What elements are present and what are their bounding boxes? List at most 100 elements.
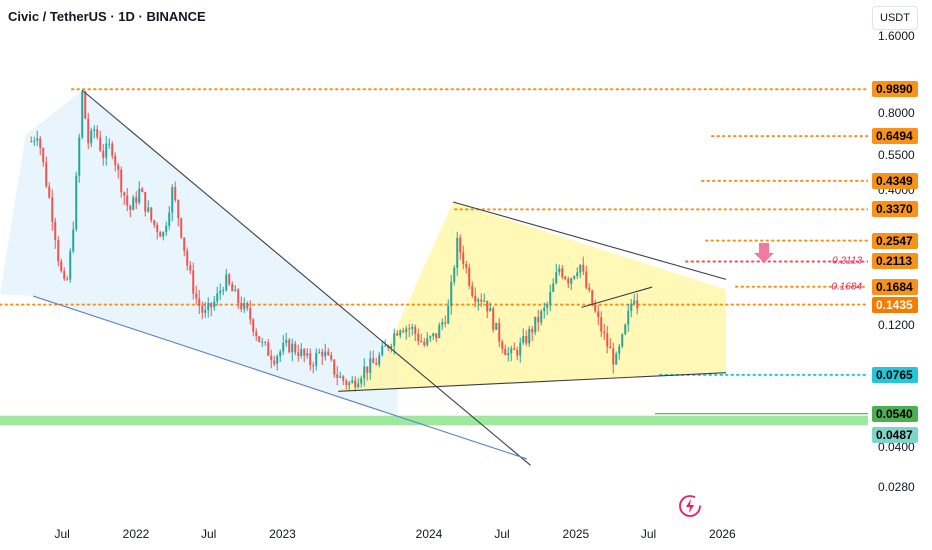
arrow-layer xyxy=(754,243,774,263)
price-tick: 0.5500 xyxy=(878,147,915,162)
candle xyxy=(339,371,342,379)
date-tick: Jul xyxy=(494,527,510,541)
candle xyxy=(609,338,612,349)
candle xyxy=(240,296,243,313)
candle xyxy=(303,348,306,363)
candle xyxy=(48,182,51,199)
candle xyxy=(435,333,438,343)
candle xyxy=(600,311,603,337)
candle xyxy=(372,350,375,364)
candle xyxy=(462,245,465,270)
candle xyxy=(384,339,387,347)
candle xyxy=(549,284,552,312)
candle xyxy=(615,351,618,365)
price-level-label: 0.9890 xyxy=(872,81,918,98)
candle xyxy=(342,375,345,386)
candle xyxy=(285,332,288,347)
candle xyxy=(525,330,528,347)
candle xyxy=(207,297,210,318)
date-tick: 2026 xyxy=(709,527,736,541)
candle xyxy=(168,205,171,230)
price-level-label: 0.3370 xyxy=(872,201,918,218)
price-level-label: 0.1435 xyxy=(872,296,918,313)
candle xyxy=(309,348,312,371)
candle xyxy=(636,293,639,315)
fib-note: 0.1684 xyxy=(831,281,862,293)
candle xyxy=(219,283,222,301)
support-zone xyxy=(0,415,868,426)
candle xyxy=(189,260,192,275)
candle xyxy=(270,349,273,369)
chart-title: Civic / TetherUS · 1D · BINANCE xyxy=(8,9,206,24)
pattern-line-layer xyxy=(33,89,727,466)
price-chart[interactable] xyxy=(0,0,868,520)
candle xyxy=(483,293,486,303)
candle xyxy=(507,346,510,362)
candle xyxy=(432,332,435,340)
candle xyxy=(237,288,240,309)
candle xyxy=(177,199,180,227)
candle xyxy=(492,306,495,333)
currency-button[interactable]: USDT xyxy=(872,6,918,30)
candle xyxy=(114,152,117,172)
candle xyxy=(426,332,429,347)
candle xyxy=(288,337,291,354)
candle xyxy=(258,335,261,343)
candle xyxy=(453,265,456,286)
candle xyxy=(504,344,507,356)
candle xyxy=(252,318,255,337)
candle xyxy=(375,357,378,366)
candle-layer xyxy=(30,90,639,392)
candle xyxy=(573,275,576,280)
candle xyxy=(333,359,336,378)
candle xyxy=(42,147,45,167)
candle xyxy=(297,344,300,362)
date-tick: 2022 xyxy=(122,527,150,541)
candle xyxy=(369,350,372,380)
candle xyxy=(447,299,450,325)
candle xyxy=(627,303,630,333)
candle xyxy=(225,268,228,292)
candle xyxy=(348,380,351,391)
candle xyxy=(606,325,609,354)
candle xyxy=(180,217,183,240)
candle xyxy=(624,323,627,336)
candle xyxy=(228,272,231,286)
candle xyxy=(153,219,156,229)
candle xyxy=(261,337,264,348)
candle xyxy=(162,231,165,241)
price-tick: 0.0280 xyxy=(878,480,915,494)
candle xyxy=(537,309,540,332)
candle xyxy=(276,354,279,371)
price-tick: 1.6000 xyxy=(878,28,915,43)
candle xyxy=(213,295,216,311)
candle xyxy=(558,264,561,276)
candle xyxy=(441,318,444,331)
candle xyxy=(474,287,477,308)
candle xyxy=(129,204,132,218)
price-level-label: 0.2547 xyxy=(872,232,918,249)
candle xyxy=(198,290,201,315)
candle xyxy=(63,267,66,281)
price-tick: 0.8000 xyxy=(878,105,915,120)
candle xyxy=(246,301,249,312)
candle xyxy=(399,329,402,339)
candle xyxy=(141,187,144,193)
candle xyxy=(522,328,525,345)
candle xyxy=(612,342,615,374)
candle xyxy=(51,189,54,231)
candle xyxy=(513,342,516,350)
candle xyxy=(363,358,366,387)
lightning-icon[interactable] xyxy=(678,494,702,518)
candle xyxy=(282,334,285,355)
candle xyxy=(318,348,321,354)
candle xyxy=(489,302,492,312)
candle xyxy=(540,309,543,326)
candle xyxy=(36,130,39,146)
candle xyxy=(78,133,81,183)
candle xyxy=(381,340,384,357)
candle xyxy=(174,181,177,203)
price-tick: 0.1200 xyxy=(878,317,915,332)
candle xyxy=(534,316,537,336)
candle xyxy=(408,323,411,338)
